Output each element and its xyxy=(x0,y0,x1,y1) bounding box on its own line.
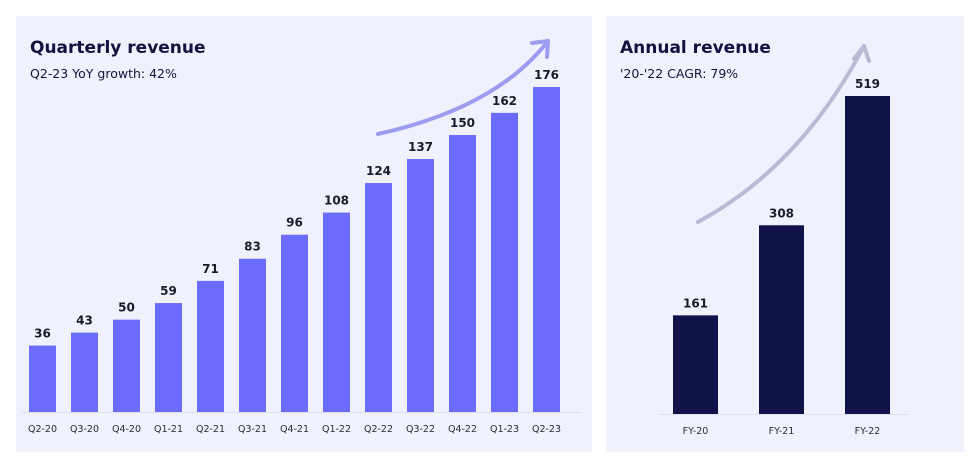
bar-FY-22 xyxy=(845,96,890,414)
annual-revenue-panel: Annual revenue '20-'22 CAGR: 79% 161 FY-2… xyxy=(606,16,964,452)
x-tick-label-Q3-20: Q3-20 xyxy=(70,424,99,435)
bar-Q3-21 xyxy=(239,258,266,412)
data-label-Q3-22: 137 xyxy=(408,140,433,154)
x-tick-label-Q1-21: Q1-21 xyxy=(154,424,183,435)
annual-chart-title: Annual revenue xyxy=(620,38,771,58)
data-label-Q1-21: 59 xyxy=(160,284,177,298)
data-label-FY-22: 519 xyxy=(855,77,880,91)
data-label-Q3-21: 83 xyxy=(244,240,261,254)
x-tick-label-Q4-22: Q4-22 xyxy=(448,424,477,435)
data-label-Q4-22: 150 xyxy=(450,116,475,130)
bar-Q2-23 xyxy=(533,87,560,412)
data-label-Q4-20: 50 xyxy=(118,301,135,315)
bar-Q4-20 xyxy=(113,319,140,412)
bar-Q4-22 xyxy=(449,135,476,412)
x-tick-label-FY-20: FY-20 xyxy=(683,426,709,437)
data-label-FY-20: 161 xyxy=(683,296,708,310)
x-tick-label-Q2-20: Q2-20 xyxy=(28,424,57,435)
bar-Q1-23 xyxy=(491,112,518,413)
x-tick-label-Q4-20: Q4-20 xyxy=(112,424,141,435)
quarterly-revenue-chart: 36 Q2-20 43 Q3-20 50 Q4-20 59 Q1-21 71 Q2-21 83 Q3-… xyxy=(22,39,582,435)
x-tick-label-Q4-21: Q4-21 xyxy=(280,424,309,435)
bar-Q1-22 xyxy=(323,212,350,412)
x-tick-label-Q2-23: Q2-23 xyxy=(532,424,561,435)
bar-FY-20 xyxy=(673,315,718,414)
data-label-Q1-22: 108 xyxy=(324,194,349,208)
data-label-FY-21: 308 xyxy=(769,206,794,220)
data-label-Q4-21: 96 xyxy=(286,216,303,230)
bar-Q2-21 xyxy=(197,280,224,412)
growth-arrow-icon xyxy=(376,39,550,136)
data-label-Q2-21: 71 xyxy=(202,262,219,276)
x-tick-label-Q3-21: Q3-21 xyxy=(238,424,267,435)
data-label-Q3-20: 43 xyxy=(76,314,93,328)
data-label-Q2-23: 176 xyxy=(534,68,559,82)
bar-Q2-22 xyxy=(365,183,392,412)
quarterly-chart-title: Quarterly revenue xyxy=(30,38,206,58)
bar-Q4-21 xyxy=(281,234,308,412)
data-label-Q2-20: 36 xyxy=(34,327,51,341)
x-tick-label-FY-22: FY-22 xyxy=(855,426,881,437)
bar-Q1-21 xyxy=(155,303,182,412)
data-label-Q2-22: 124 xyxy=(366,164,391,178)
x-tick-label-Q1-22: Q1-22 xyxy=(322,424,351,435)
bar-FY-21 xyxy=(759,225,804,414)
annual-chart-subtitle: '20-'22 CAGR: 79% xyxy=(620,66,739,81)
x-tick-label-Q2-21: Q2-21 xyxy=(196,424,225,435)
quarterly-revenue-panel: Quarterly revenue Q2-23 YoY growth: 42% … xyxy=(16,16,592,452)
bar-Q2-20 xyxy=(29,345,56,412)
x-tick-label-Q3-22: Q3-22 xyxy=(406,424,435,435)
x-tick-label-Q2-22: Q2-22 xyxy=(364,424,393,435)
data-label-Q1-23: 162 xyxy=(492,94,517,108)
bar-Q3-22 xyxy=(407,159,434,412)
x-tick-label-FY-21: FY-21 xyxy=(769,426,795,437)
annual-revenue-chart: 161 FY-20 308 FY-21 519 FY-22 xyxy=(658,44,908,437)
bar-Q3-20 xyxy=(71,332,98,412)
x-tick-label-Q1-23: Q1-23 xyxy=(490,424,519,435)
growth-arrow-icon xyxy=(696,44,871,224)
quarterly-chart-subtitle: Q2-23 YoY growth: 42% xyxy=(30,66,177,81)
